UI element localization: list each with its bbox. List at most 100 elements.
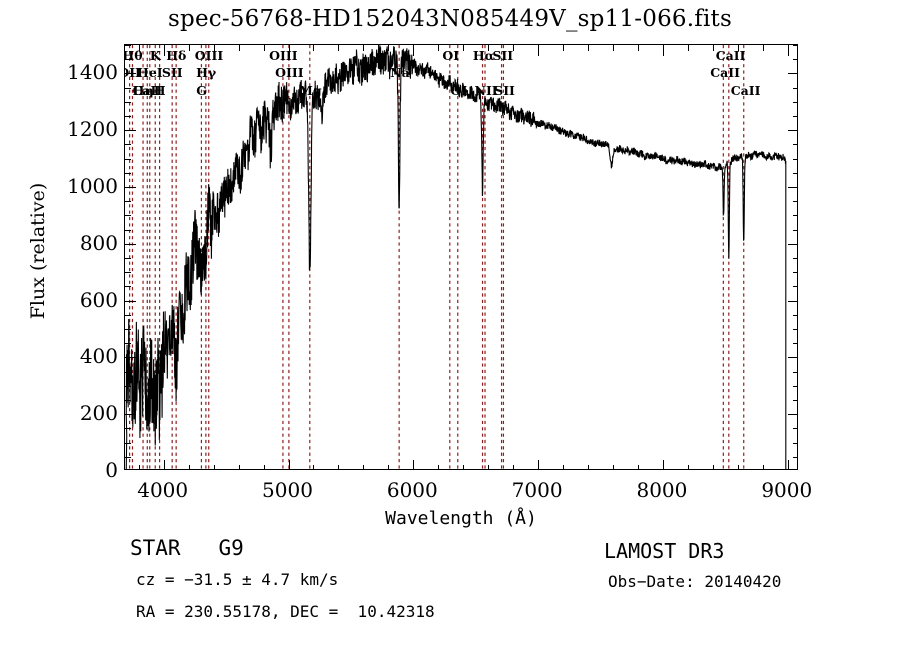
spectrum-curve — [125, 45, 787, 469]
tick-mark — [363, 465, 365, 469]
tick-mark — [788, 414, 797, 416]
tick-mark — [793, 400, 797, 401]
tick-mark — [737, 45, 739, 51]
tick-mark — [788, 130, 797, 132]
tick-mark — [413, 45, 415, 56]
tick-mark — [793, 144, 797, 146]
tick-mark — [263, 45, 265, 51]
tick-mark — [213, 465, 215, 469]
tick-mark — [793, 87, 797, 89]
tick-mark — [125, 442, 131, 444]
x-tick-label: 5000 — [262, 478, 313, 502]
tick-mark — [793, 172, 797, 174]
tick-mark — [637, 45, 639, 51]
tick-mark — [288, 460, 290, 469]
tick-mark — [588, 465, 590, 469]
tick-mark — [793, 116, 797, 117]
line-label-hη: Hη — [132, 83, 154, 98]
tick-mark — [125, 101, 131, 103]
tick-mark — [125, 201, 131, 203]
x-tick-label: 7000 — [511, 478, 563, 502]
tick-mark — [125, 258, 131, 259]
x-tick-label: 6000 — [386, 478, 438, 502]
tick-mark — [787, 460, 789, 469]
line-label-hα: Hα — [472, 48, 495, 63]
y-tick-label: 0 — [105, 458, 118, 482]
line-label-oiii: OIII — [275, 65, 304, 80]
y-tick-label: 600 — [79, 287, 118, 312]
tick-mark — [125, 144, 131, 146]
line-label-h: H — [153, 83, 166, 98]
line-label-oii: OII — [125, 65, 141, 80]
tick-mark — [363, 45, 365, 51]
tick-mark — [388, 45, 390, 51]
tick-mark — [163, 460, 165, 469]
tick-mark — [125, 158, 131, 160]
footer-coordinates: RA = 230.55178, DEC = 10.42318 — [136, 602, 435, 621]
tick-mark — [125, 73, 136, 75]
y-tick-label: 1000 — [67, 174, 118, 198]
tick-mark — [125, 87, 131, 89]
spectrum-plot: OII Hη Hθ CaII K HeI H Hδ SII Hγ OIII G OIII OIII Mg Na… — [124, 44, 798, 470]
tick-mark — [793, 371, 797, 373]
line-marker-group — [129, 45, 745, 469]
line-label-mg: Mg — [299, 83, 322, 98]
tick-mark — [762, 465, 764, 469]
tick-mark — [125, 314, 131, 316]
line-label-sii: SII — [494, 83, 515, 98]
line-label-caii: CaII — [710, 65, 740, 80]
tick-mark — [538, 45, 540, 56]
tick-mark — [563, 45, 565, 51]
y-tick-label: 200 — [79, 401, 118, 426]
tick-mark — [793, 215, 797, 217]
tick-mark — [313, 465, 315, 469]
line-label-oiii: OIII — [269, 48, 298, 63]
tick-mark — [793, 229, 797, 231]
x-axis-tick-labels: 4000 5000 6000 7000 8000 9000 — [124, 478, 812, 506]
footer-survey: LAMOST DR3 — [604, 539, 725, 563]
tick-mark — [188, 465, 190, 469]
tick-mark — [125, 172, 131, 174]
tick-mark — [125, 300, 136, 302]
tick-mark — [538, 460, 540, 469]
tick-mark — [588, 45, 590, 51]
line-label-caii: CaII — [715, 48, 746, 63]
tick-mark — [213, 45, 215, 51]
tick-mark — [613, 465, 615, 469]
tick-mark — [687, 45, 689, 51]
tick-mark — [188, 45, 190, 51]
tick-mark — [163, 45, 165, 56]
tick-mark — [788, 243, 797, 245]
tick-mark — [463, 465, 465, 469]
tick-mark — [737, 465, 739, 469]
y-tick-label: 400 — [79, 344, 118, 369]
tick-mark — [793, 201, 797, 203]
line-label-hγ: Hγ — [196, 65, 217, 80]
tick-mark — [793, 158, 797, 160]
tick-mark — [788, 73, 797, 75]
tick-mark — [438, 465, 440, 469]
tick-mark — [793, 314, 797, 316]
tick-mark — [793, 272, 797, 274]
y-tick-label: 1400 — [67, 60, 118, 85]
tick-mark — [662, 460, 664, 469]
tick-mark — [788, 187, 797, 188]
tick-mark — [125, 456, 131, 458]
line-label-sii: SII — [161, 65, 183, 80]
line-label-oi: OI — [450, 83, 468, 98]
tick-mark — [238, 45, 240, 51]
line-label-caii: CaII — [730, 83, 761, 98]
tick-mark — [125, 243, 136, 245]
spectrum-svg — [125, 45, 787, 469]
tick-mark — [125, 116, 131, 117]
tick-mark — [125, 371, 131, 373]
page-title: spec-56768-HD152043N085449V_sp11-066.fit… — [168, 6, 732, 32]
x-tick-label: 4000 — [137, 478, 189, 502]
tick-mark — [793, 343, 797, 345]
tick-mark — [687, 465, 689, 469]
x-axis-title: Wavelength (Å) — [385, 508, 537, 529]
tick-mark — [793, 101, 797, 103]
tick-mark — [788, 357, 797, 359]
line-label-oi: OI — [442, 48, 460, 63]
tick-mark — [662, 45, 664, 56]
